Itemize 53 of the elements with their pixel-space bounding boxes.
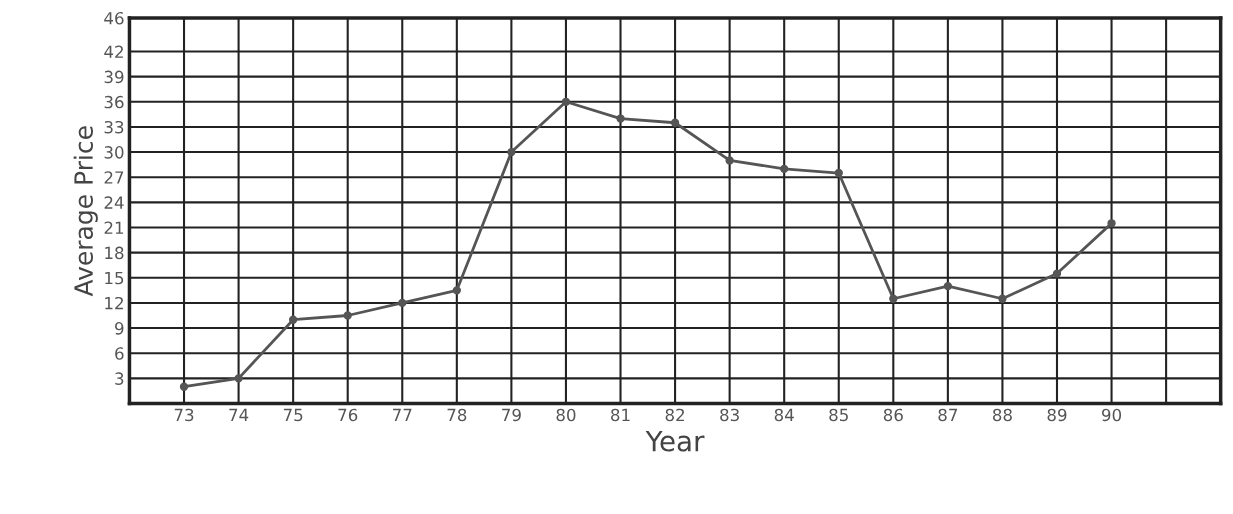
y-tick-label: 39 (104, 70, 124, 84)
point (943, 281, 953, 291)
point (616, 114, 625, 123)
y-tick-label: 18 (105, 246, 124, 260)
y-tick-label: 21 (104, 221, 124, 234)
y-tick-label: 12 (105, 296, 123, 310)
x-tick-label: 77 (393, 408, 412, 422)
y-tick-label: 46 (104, 11, 124, 25)
x-tick-label: 84 (774, 408, 794, 422)
y-tick-label: 42 (104, 45, 123, 58)
x-tick-label: 89 (1047, 408, 1067, 422)
point (998, 294, 1007, 303)
point (234, 374, 243, 383)
point (452, 286, 461, 295)
x-tick-label: 90 (1101, 408, 1122, 422)
y-tick-label: 3 (115, 372, 124, 385)
x-tick-label: 83 (720, 408, 739, 422)
x-tick-label: 87 (938, 408, 958, 422)
point (834, 168, 843, 178)
y-tick-label: 30 (104, 146, 124, 159)
point (1052, 269, 1062, 278)
point (1107, 219, 1116, 228)
y-axis-title: Average Price (73, 126, 98, 297)
x-tick-label: 80 (556, 408, 576, 422)
x-axis-title: Year (645, 430, 705, 452)
y-tick-label: 6 (115, 347, 124, 360)
y-tick-label: 36 (104, 95, 124, 109)
y-tick-label: 24 (104, 196, 124, 209)
point (889, 294, 898, 303)
y-tick-label: 33 (104, 120, 124, 134)
y-tick-label: 15 (105, 271, 124, 285)
x-tick-label: 86 (883, 408, 903, 422)
point (725, 156, 734, 165)
x-tick-label: 82 (665, 408, 684, 422)
point (398, 298, 407, 308)
x-tick-label: 78 (447, 408, 467, 422)
point (507, 147, 516, 157)
x-tick-label: 75 (283, 408, 303, 422)
point (561, 97, 571, 106)
point (179, 382, 189, 391)
point (780, 164, 789, 174)
x-tick-label: 74 (229, 408, 249, 422)
y-tick-label: 9 (115, 322, 124, 335)
x-tick-label: 88 (992, 408, 1012, 422)
x-tick-label: 73 (174, 408, 194, 422)
point (343, 311, 352, 320)
y-tick-label: 27 (104, 171, 124, 184)
point (288, 315, 298, 324)
x-tick-label: 76 (338, 408, 358, 422)
x-tick-label: 81 (611, 408, 630, 422)
x-tick-label: 79 (502, 408, 521, 422)
x-tick-label: 85 (829, 408, 848, 422)
point (670, 118, 680, 127)
